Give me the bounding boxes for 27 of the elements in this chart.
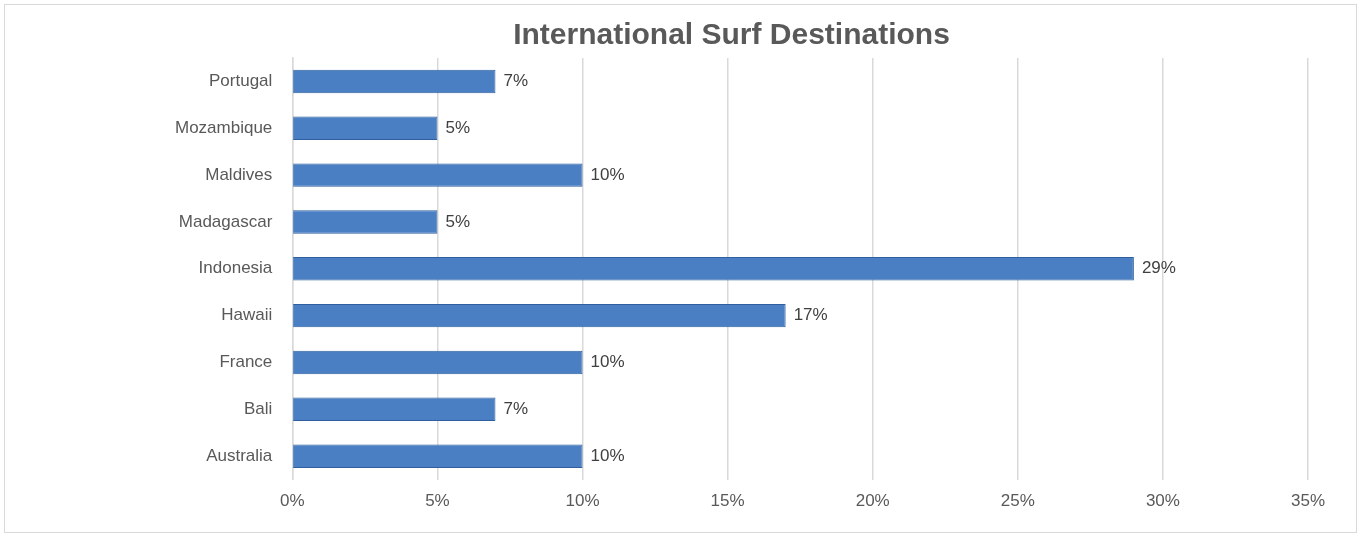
y-tick-label: Indonesia (198, 258, 273, 278)
data-label: 7% (503, 399, 529, 419)
data-label: 7% (503, 71, 529, 91)
y-tick-label: Madagascar (178, 211, 273, 231)
data-label: 10% (590, 164, 625, 184)
x-tick-label: 20% (855, 491, 890, 511)
x-tick-label: 0% (280, 491, 305, 511)
data-label: 29% (1141, 258, 1176, 278)
x-tick-label: 10% (565, 491, 600, 511)
y-tick-label: Bali (243, 399, 273, 419)
x-tick-label: 25% (1000, 491, 1035, 511)
data-label: 10% (590, 352, 625, 372)
data-label: 17% (793, 305, 828, 325)
data-label: 5% (445, 211, 470, 231)
x-tick-label: 35% (1290, 491, 1326, 511)
x-tick-label: 30% (1145, 491, 1180, 511)
x-tick-label: 5% (425, 491, 450, 511)
y-tick-label: Portugal (209, 71, 273, 91)
data-label: 10% (590, 445, 625, 465)
x-tick-label: 15% (710, 491, 745, 511)
y-tick-label: France (219, 352, 273, 372)
y-tick-label: Maldives (205, 164, 273, 184)
y-tick-label: Australia (206, 445, 273, 465)
data-label: 5% (445, 117, 470, 137)
chart-title: International Surf Destinations (513, 17, 950, 51)
y-tick-label: Mozambique (175, 117, 273, 137)
y-tick-label: Hawaii (221, 305, 273, 325)
